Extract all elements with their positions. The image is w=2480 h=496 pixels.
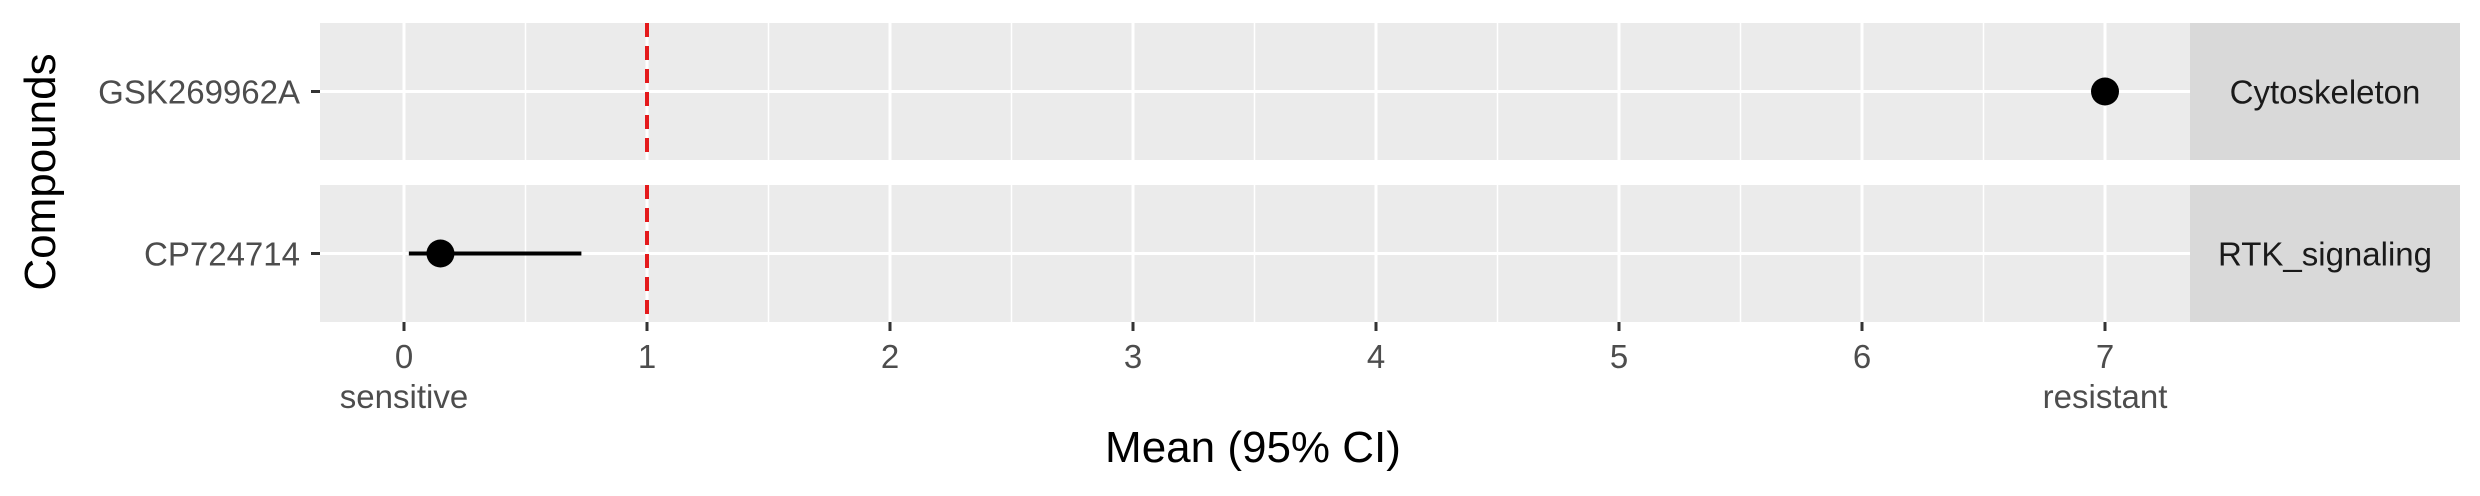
y-tick-label: CP724714: [144, 236, 300, 273]
facet-strip: [2190, 23, 2460, 160]
panels: Cytoskeleton GSK269962A RTK_signaling CP724…: [98, 23, 2460, 322]
x-tick-label: 4: [1367, 338, 1385, 375]
facet-strip-label: RTK_signaling: [2218, 236, 2432, 273]
y-tick-label: GSK269962A: [98, 74, 300, 111]
mean-point: [426, 239, 455, 268]
facet-panel-1: RTK_signaling CP724714: [144, 185, 2460, 322]
x-tick-sublabel: resistant: [2043, 378, 2168, 415]
x-tick-label: 2: [881, 338, 899, 375]
x-axis-title: Mean (95% CI): [1105, 423, 1401, 472]
x-tick-label: 1: [638, 338, 656, 375]
x-tick-label: 3: [1124, 338, 1142, 375]
x-tick-label: 6: [1853, 338, 1871, 375]
facet-strip-label: Cytoskeleton: [2230, 74, 2421, 111]
x-tick-label: 0: [395, 338, 413, 375]
facet-panel-0: Cytoskeleton GSK269962A: [98, 23, 2460, 160]
y-axis-title: Compounds: [16, 53, 65, 290]
x-tick-label: 5: [1610, 338, 1628, 375]
x-tick-label: 7: [2096, 338, 2114, 375]
facet-strip: [2190, 185, 2460, 322]
mean-point: [2091, 77, 2119, 106]
x-axis: 0 1 2 3 4 5 6 7 sensitive resistant: [340, 322, 2168, 415]
x-tick-sublabel: sensitive: [340, 378, 468, 415]
